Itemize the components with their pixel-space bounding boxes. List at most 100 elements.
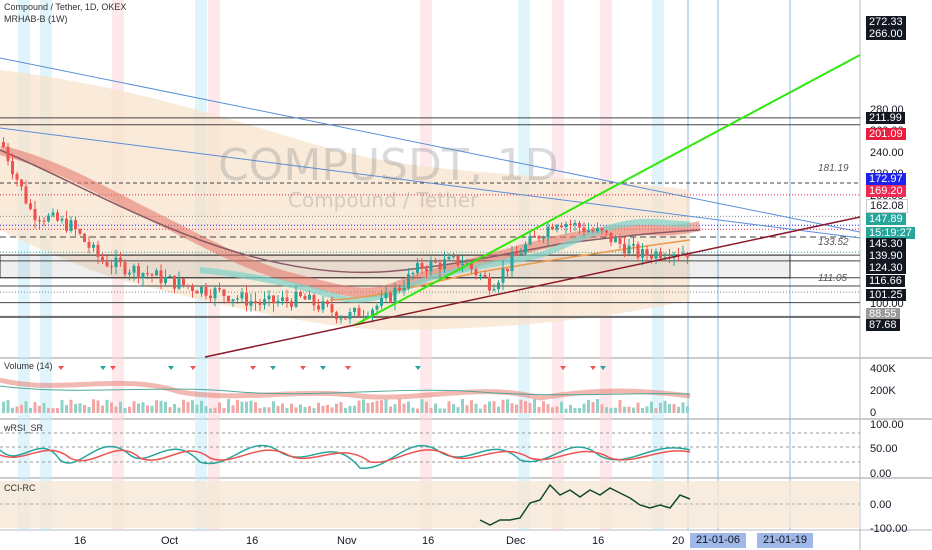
candle [303, 296, 307, 300]
candle [479, 274, 482, 276]
volume-bar [506, 399, 509, 413]
price-label[interactable]: 116.66 [866, 275, 905, 287]
volume-bar [654, 408, 658, 413]
signal-marker [600, 366, 606, 370]
price-label[interactable]: 124.30 [866, 262, 906, 274]
candle [564, 224, 568, 228]
candle [294, 291, 298, 307]
volume-bar [249, 400, 253, 413]
volume-bar [6, 400, 10, 413]
price-label[interactable]: 266.00 [866, 28, 906, 40]
volume-bar [551, 407, 554, 413]
candle [348, 312, 352, 320]
volume-pane-title[interactable]: Volume (14) [4, 361, 53, 371]
volume-bar [11, 407, 14, 413]
volume-bar [101, 405, 104, 413]
volume-bar [146, 405, 149, 413]
price-label[interactable]: 201.09 [866, 128, 906, 140]
candle [204, 287, 208, 296]
volume-bar [425, 401, 428, 413]
candle [150, 274, 154, 276]
volume-bar [663, 400, 667, 413]
candle [245, 292, 248, 306]
volume-bar [474, 403, 478, 413]
volume-bar [587, 400, 590, 413]
candle [492, 289, 496, 291]
volume-bar [24, 401, 28, 413]
volume-bar [564, 408, 568, 413]
volume-bar [303, 407, 307, 413]
volume-bar [470, 400, 473, 413]
price-label[interactable]: 139.90 [866, 250, 906, 262]
candle [384, 293, 388, 299]
price-label[interactable]: 88.55 [866, 308, 900, 320]
volume-bar [353, 405, 356, 413]
candle [582, 227, 586, 233]
volume-bar [20, 404, 23, 413]
price-label[interactable]: 172.97 [866, 173, 906, 185]
time-tick: Dec [506, 535, 526, 547]
date-marker-tag[interactable]: 21-01-19 [757, 533, 814, 548]
signal-marker [190, 366, 196, 370]
volume-bar [618, 400, 622, 413]
candle [182, 278, 185, 286]
candle [443, 259, 446, 270]
price-label[interactable]: 162.08 [866, 199, 908, 213]
price-label[interactable]: 101.25 [866, 289, 906, 301]
candle [434, 261, 437, 263]
wrsi-signal-line [0, 449, 691, 464]
price-label[interactable]: 211.99 [866, 112, 905, 124]
volume-bar [321, 405, 325, 413]
price-label[interactable]: 169.20 [866, 185, 906, 197]
price-label[interactable]: 87.68 [866, 319, 900, 331]
candle [569, 224, 572, 226]
volume-bar [456, 407, 460, 413]
candle [393, 287, 397, 302]
volume-bar [155, 400, 158, 413]
volume-bar [47, 408, 50, 413]
volume-bar [177, 407, 181, 413]
volume-bar [128, 406, 131, 413]
volume-bar [60, 399, 64, 413]
volume-bar [276, 405, 280, 413]
volume-bar [348, 405, 352, 413]
price-label[interactable]: 272.33 [866, 16, 906, 28]
volume-bar [294, 407, 298, 413]
price-label[interactable]: 145.30 [866, 238, 906, 250]
wrsi-pane-title[interactable]: wRSI_SR [4, 423, 44, 433]
volume-bar [231, 405, 235, 413]
volume-bar [483, 404, 487, 413]
trendline-blue [0, 127, 861, 239]
volume-bar [191, 400, 194, 413]
candle [15, 174, 19, 180]
signal-marker [560, 366, 566, 370]
candle [177, 278, 181, 289]
signal-marker [270, 366, 276, 370]
candle [528, 235, 532, 245]
candle [596, 228, 599, 232]
symbol-title[interactable]: Compound / Tether, 1D, OKEX [4, 2, 127, 12]
volume-bar [186, 401, 190, 413]
signal-marker [320, 366, 326, 370]
volume-bar [182, 399, 185, 413]
cci-pane-title[interactable]: CCI-RC [4, 483, 36, 493]
signal-marker [58, 366, 64, 370]
volume-bar [609, 407, 613, 413]
candle [132, 265, 136, 273]
candle [645, 249, 649, 256]
volume-bar [371, 402, 374, 413]
volume-bar [56, 407, 59, 413]
cci-tick: -100.00 [870, 523, 908, 535]
date-marker-tag[interactable]: 21-01-06 [690, 533, 747, 548]
price-label[interactable]: 15:19:27 [866, 227, 915, 239]
volume-bar [254, 402, 257, 413]
indicator-title[interactable]: MRHAB-B (1W) [4, 14, 68, 24]
time-tick: Oct [161, 535, 179, 547]
trendline-blue [0, 57, 861, 233]
volume-bar [510, 403, 514, 413]
price-label[interactable]: 147.89 [866, 213, 906, 225]
volume-bar [591, 401, 595, 413]
candle [389, 293, 392, 302]
